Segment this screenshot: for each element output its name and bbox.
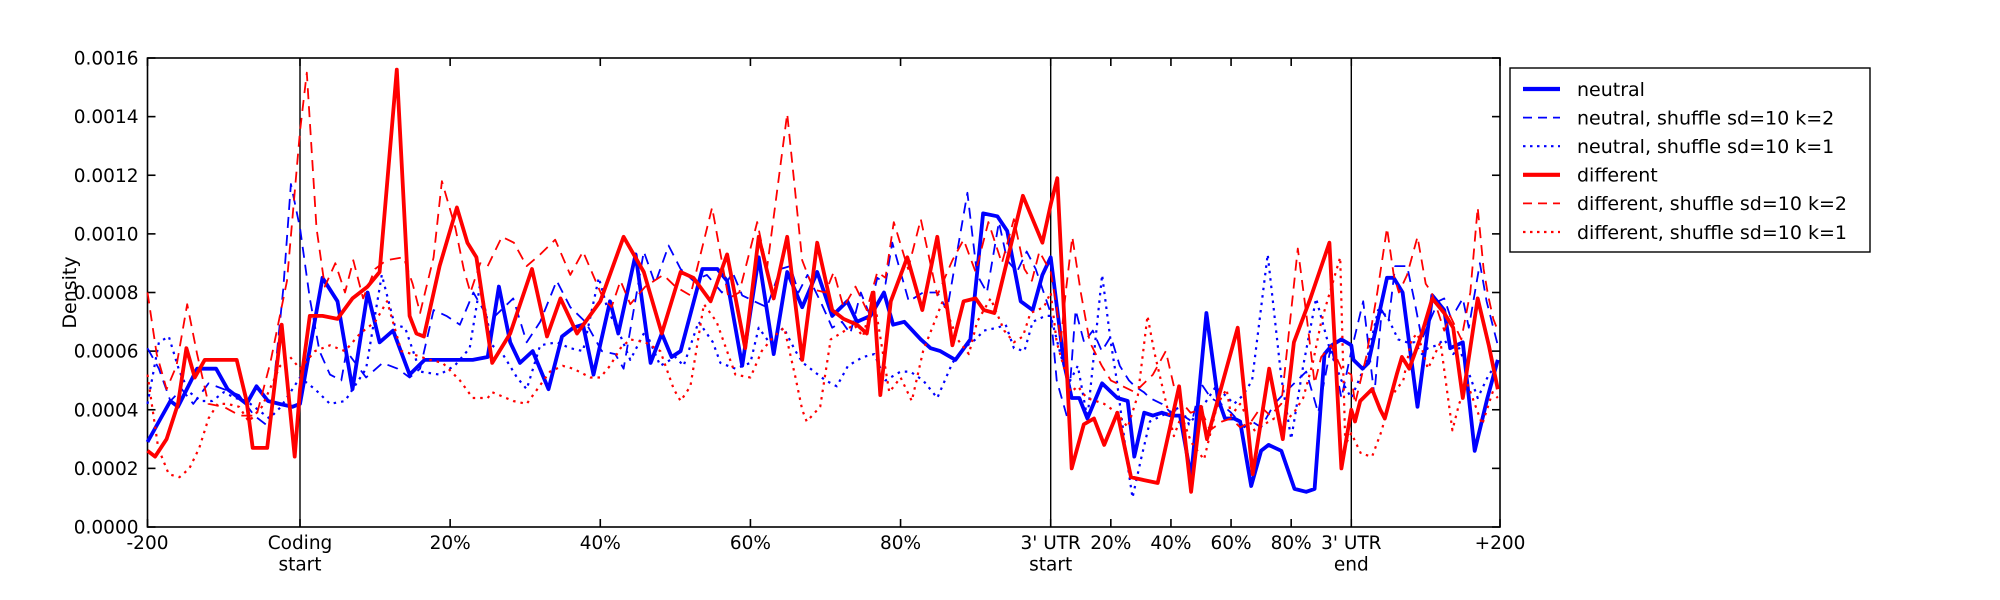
y-tick-label: 0.0016 [74, 49, 139, 70]
y-tick-label: 0.0004 [74, 400, 139, 421]
x-tick-label: 40% [1150, 533, 1191, 554]
y-tick-label: 0.0012 [74, 166, 139, 187]
y-axis-title: Density [59, 256, 81, 328]
y-axis: 0.0000 0.0002 0.0004 0.0006 0.0008 0.0010 0.00… [74, 49, 1500, 539]
x-tick-label: +200 [1475, 533, 1526, 554]
legend-label: neutral, shuffle sd=10 k=1 [1577, 136, 1834, 158]
x-tick-label: start [1029, 555, 1072, 576]
x-tick-label: 80% [880, 533, 921, 554]
legend-label: neutral [1577, 79, 1645, 101]
x-tick-label: end [1334, 555, 1369, 576]
legend-label: neutral, shuffle sd=10 k=2 [1577, 107, 1834, 129]
x-tick-label: 60% [1210, 533, 1251, 554]
series-different [146, 67, 1500, 494]
x-tick-label: -200 [127, 533, 169, 554]
series-lines [145, 67, 1500, 499]
legend-label: different, shuffle sd=10 k=1 [1577, 222, 1847, 244]
series-neutral-shuffle-sd-10-k-1 [146, 253, 1499, 499]
x-tick-label: 20% [430, 533, 471, 554]
y-tick-label: 0.0014 [74, 107, 139, 128]
x-tick-label: 80% [1271, 533, 1312, 554]
x-tick-label: 40% [580, 533, 621, 554]
x-tick-label: start [278, 555, 321, 576]
x-tick-label: Coding [268, 533, 333, 554]
legend-label: different [1577, 165, 1658, 187]
y-tick-label: 0.0006 [74, 342, 139, 363]
x-tick-label: 20% [1090, 533, 1131, 554]
x-tick-label: 3' UTR [1020, 533, 1081, 554]
legend-label: different, shuffle sd=10 k=2 [1577, 193, 1847, 215]
legend: neutral neutral, shuffle sd=10 k=2 neutral… [1509, 67, 1871, 253]
series-neutral-shuffle-sd-10-k-2 [146, 183, 1499, 429]
legend-box [1509, 67, 1871, 253]
y-tick-label: 0.0010 [74, 224, 139, 245]
series-different-shuffle-sd-10-k-2 [146, 71, 1499, 432]
y-tick-label: 0.0000 [74, 518, 139, 539]
series-neutral [145, 211, 1500, 494]
x-tick-label: 3' UTR [1321, 533, 1382, 554]
y-tick-label: 0.0008 [74, 283, 139, 304]
x-tick-label: 60% [730, 533, 771, 554]
y-tick-label: 0.0002 [74, 459, 139, 480]
